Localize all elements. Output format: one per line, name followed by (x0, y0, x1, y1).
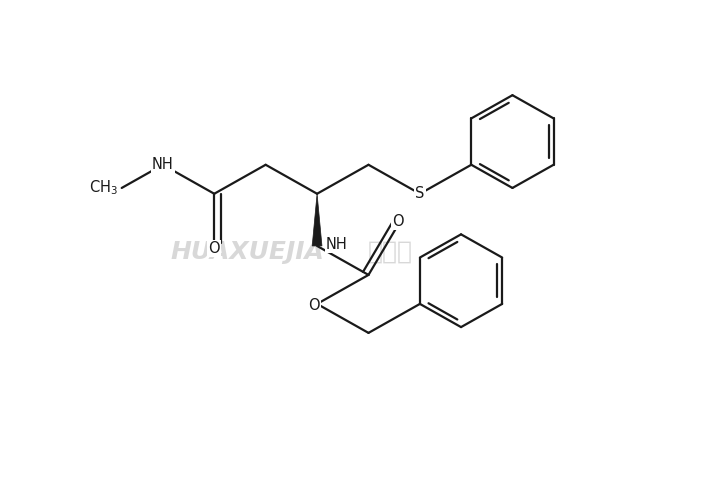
Text: 化学加: 化学加 (368, 240, 413, 264)
Text: O: O (308, 298, 320, 313)
Text: HUAXUEJIA: HUAXUEJIA (170, 240, 324, 264)
Text: O: O (392, 214, 404, 229)
Text: S: S (415, 186, 425, 201)
Polygon shape (312, 194, 322, 246)
Text: NH: NH (152, 156, 174, 171)
Text: O: O (208, 241, 220, 256)
Text: CH$_3$: CH$_3$ (89, 179, 118, 198)
Text: NH: NH (326, 237, 348, 252)
